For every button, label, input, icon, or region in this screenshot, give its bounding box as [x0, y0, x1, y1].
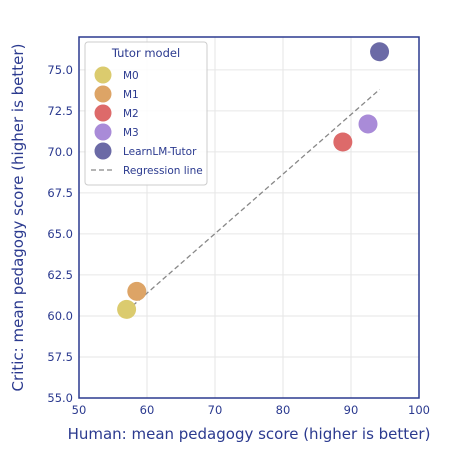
- regression-layer: [126, 89, 380, 312]
- data-point-m0: [117, 299, 137, 319]
- data-points: [117, 42, 390, 319]
- legend-marker-learnlm-tutor: [94, 142, 112, 160]
- legend-label-learnlm-tutor: LearnLM-Tutor: [123, 146, 197, 158]
- data-point-m1: [127, 281, 147, 301]
- legend-marker-m3: [94, 123, 112, 141]
- y-tick-labels: 55.0 57.5 60.0 62.5 65.0 67.5 70.0 72.5 75.0: [47, 63, 73, 405]
- legend-label-m0: M0: [123, 70, 139, 82]
- legend-title: Tutor model: [111, 46, 180, 60]
- legend-box: [84, 41, 208, 186]
- y-tick-label: 65.0: [47, 227, 73, 241]
- plot-frame: [78, 36, 420, 399]
- x-tick-label: 100: [408, 403, 430, 417]
- x-tick-label: 70: [208, 403, 223, 417]
- data-point-learnlm-tutor: [370, 42, 390, 62]
- x-tick-label: 90: [344, 403, 359, 417]
- legend-items: M0 M1 M2 M3 LearnLM-Tutor Regression line: [91, 66, 203, 177]
- x-tick-label: 50: [72, 403, 87, 417]
- legend: Tutor model M0 M1 M2 M3 LearnLM-Tutor Regress…: [84, 41, 208, 186]
- x-tick-label: 60: [140, 403, 155, 417]
- legend-label-m3: M3: [123, 127, 139, 139]
- data-point-m3: [358, 114, 378, 134]
- legend-marker-m0: [94, 66, 112, 84]
- legend-label-regression-line: Regression line: [123, 165, 203, 177]
- legend-label-m1: M1: [123, 89, 139, 101]
- x-axis-label: Human: mean pedagogy score (higher is be…: [68, 425, 431, 443]
- legend-marker-m2: [94, 104, 112, 122]
- legend-label-m2: M2: [123, 108, 139, 120]
- y-tick-label: 62.5: [47, 268, 73, 282]
- legend-marker-m1: [94, 85, 112, 103]
- y-tick-label: 55.0: [47, 391, 73, 405]
- y-tick-label: 57.5: [47, 350, 73, 364]
- regression-line: [126, 89, 380, 312]
- y-tick-label: 67.5: [47, 186, 73, 200]
- y-tick-label: 70.0: [47, 145, 73, 159]
- y-tick-label: 72.5: [47, 104, 73, 118]
- y-tick-label: 60.0: [47, 309, 73, 323]
- x-tick-label: 80: [276, 403, 291, 417]
- y-tick-label: 75.0: [47, 63, 73, 77]
- data-point-m2: [333, 132, 353, 152]
- x-tick-labels: 50 60 70 80 90 100: [72, 403, 430, 417]
- y-axis-label: Critic: mean pedagogy score (higher is b…: [9, 44, 27, 392]
